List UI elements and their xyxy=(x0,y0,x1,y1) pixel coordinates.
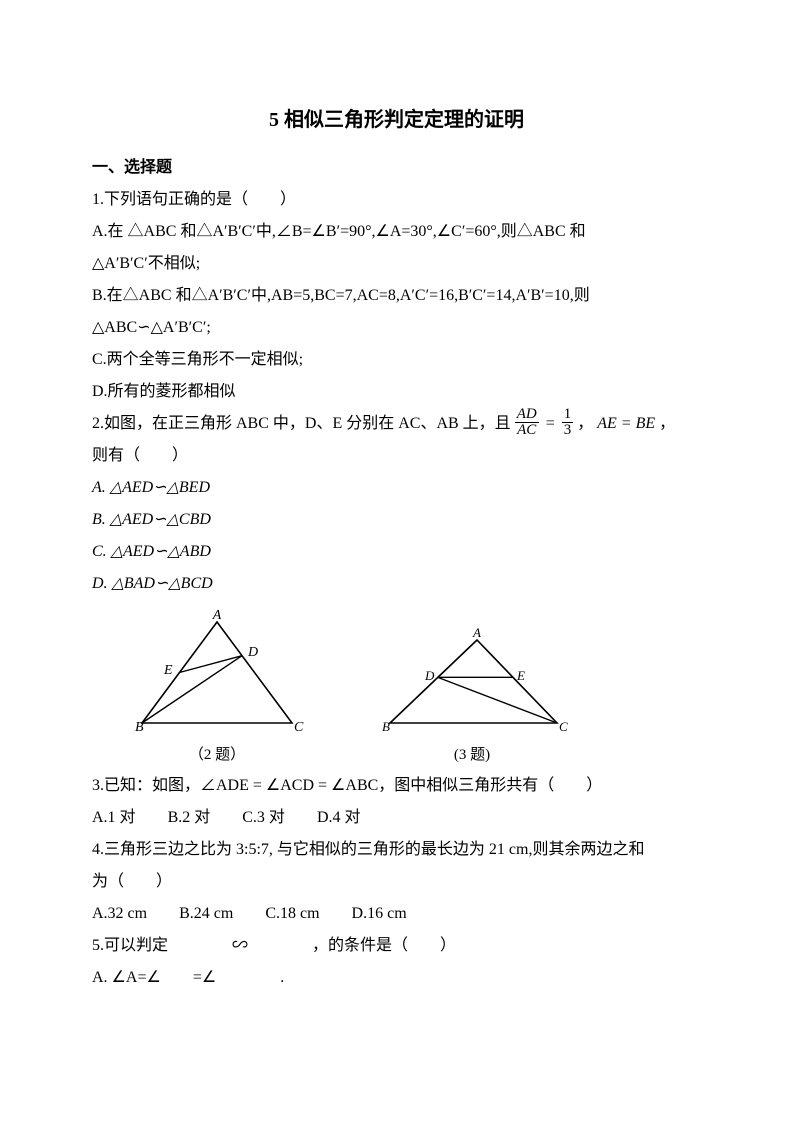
q4-options: A.32 cm B.24 cm C.18 cm D.16 cm xyxy=(92,898,701,930)
svg-text:B: B xyxy=(135,720,144,735)
q3-opt-b: B.2 对 xyxy=(168,802,211,834)
q2-c-text: C. △AED∽△ABD xyxy=(92,543,211,560)
q4-opt-b: B.24 cm xyxy=(179,898,233,930)
q1-opt-b: B.在△ABC 和△A′B′C′中,AB=5,BC=7,AC=8,A′C′=16… xyxy=(92,280,701,312)
svg-text:B: B xyxy=(382,719,390,734)
section-heading: 一、选择题 xyxy=(92,152,701,184)
q2-b-text: B. △AED∽△CBD xyxy=(92,511,211,528)
q2-stem-post: ， xyxy=(577,415,593,432)
q4-stem: 4.三角形三边之比为 3:5:7, 与它相似的三角形的最长边为 21 cm,则其… xyxy=(92,834,701,866)
q1-opt-b2: △ABC∽△A′B′C′; xyxy=(92,312,701,344)
svg-text:D: D xyxy=(424,668,435,683)
figure-q3-caption: (3 题) xyxy=(372,740,572,770)
svg-text:C: C xyxy=(559,719,568,734)
svg-text:C: C xyxy=(294,720,304,735)
q1-stem: 1.下列语句正确的是（ ） xyxy=(92,184,701,216)
q4-opt-d: D.16 cm xyxy=(352,898,407,930)
svg-text:A: A xyxy=(212,608,222,623)
q3-opt-c: C.3 对 xyxy=(242,802,285,834)
q1-opt-a: A.在 △ABC 和△A′B′C′中,∠B=∠B′=90°,∠A=30°,∠C′… xyxy=(92,216,701,248)
figure-q2: A B C D E （2 题） xyxy=(122,608,312,770)
q2-stem-2: 则有（ ） xyxy=(92,440,701,472)
page: 5 相似三角形判定定理的证明 一、选择题 1.下列语句正确的是（ ） A.在 △… xyxy=(0,0,793,1054)
q2-stem-pre: 2.如图，在正三角形 ABC 中，D、E 分别在 AC、AB 上，且 xyxy=(92,415,511,432)
q5-opt-a: A. ∠A=∠ =∠ . xyxy=(92,962,701,994)
q2-frac1-den: AC xyxy=(515,423,539,438)
q2-opt-a: A. △AED∽△BED xyxy=(92,472,701,504)
q1-opt-a2: △A′B′C′不相似; xyxy=(92,248,701,280)
svg-text:E: E xyxy=(163,663,173,678)
triangle-q2-svg: A B C D E xyxy=(122,608,312,738)
q2-opt-d: D. △BAD∽△BCD xyxy=(92,568,701,600)
q2-stem: 2.如图，在正三角形 ABC 中，D、E 分别在 AC、AB 上，且 AD AC… xyxy=(92,408,701,440)
q2-frac2-den: 3 xyxy=(562,423,574,438)
q3-opt-a: A.1 对 xyxy=(92,802,136,834)
q2-stem-post2: AE = BE xyxy=(597,415,655,432)
figure-q2-caption: （2 题） xyxy=(122,740,312,770)
q5-stem: 5.可以判定 ∽ ，的条件是（ ） xyxy=(92,930,701,962)
q2-frac1: AD AC xyxy=(515,407,539,438)
q2-opt-b: B. △AED∽△CBD xyxy=(92,504,701,536)
q2-a-text: A. △AED∽△BED xyxy=(92,479,210,496)
q1-opt-d: D.所有的菱形都相似 xyxy=(92,376,701,408)
q3-options: A.1 对 B.2 对 C.3 对 D.4 对 xyxy=(92,802,701,834)
figure-q3: A B C D E (3 题) xyxy=(372,628,572,770)
triangle-q3-svg: A B C D E xyxy=(372,628,572,738)
q2-frac2: 1 3 xyxy=(562,407,574,438)
svg-text:A: A xyxy=(472,628,481,640)
q3-stem: 3.已知：如图，∠ADE = ∠ACD = ∠ABC，图中相似三角形共有（ ） xyxy=(92,770,701,802)
q4-stem2: 为（ ） xyxy=(92,866,701,898)
q4-opt-c: C.18 cm xyxy=(265,898,319,930)
q2-opt-c: C. △AED∽△ABD xyxy=(92,536,701,568)
q2-frac1-num: AD xyxy=(515,407,539,423)
q2-eq: = xyxy=(543,415,558,432)
svg-text:D: D xyxy=(247,645,258,660)
q3-opt-d: D.4 对 xyxy=(317,802,361,834)
q3-stem-text: 3.已知：如图，∠ADE = ∠ACD = ∠ABC，图中相似三角形共有（ ） xyxy=(92,777,602,794)
svg-text:E: E xyxy=(516,668,525,683)
q1-opt-c: C.两个全等三角形不一定相似; xyxy=(92,344,701,376)
q2-d-text: D. △BAD∽△BCD xyxy=(92,575,213,592)
page-title: 5 相似三角形判定定理的证明 xyxy=(92,100,701,140)
q2-frac2-num: 1 xyxy=(562,407,574,423)
figures-row: A B C D E （2 题） A B C D E xyxy=(92,608,701,770)
q2-stem-post3: ， xyxy=(659,415,675,432)
q4-opt-a: A.32 cm xyxy=(92,898,147,930)
